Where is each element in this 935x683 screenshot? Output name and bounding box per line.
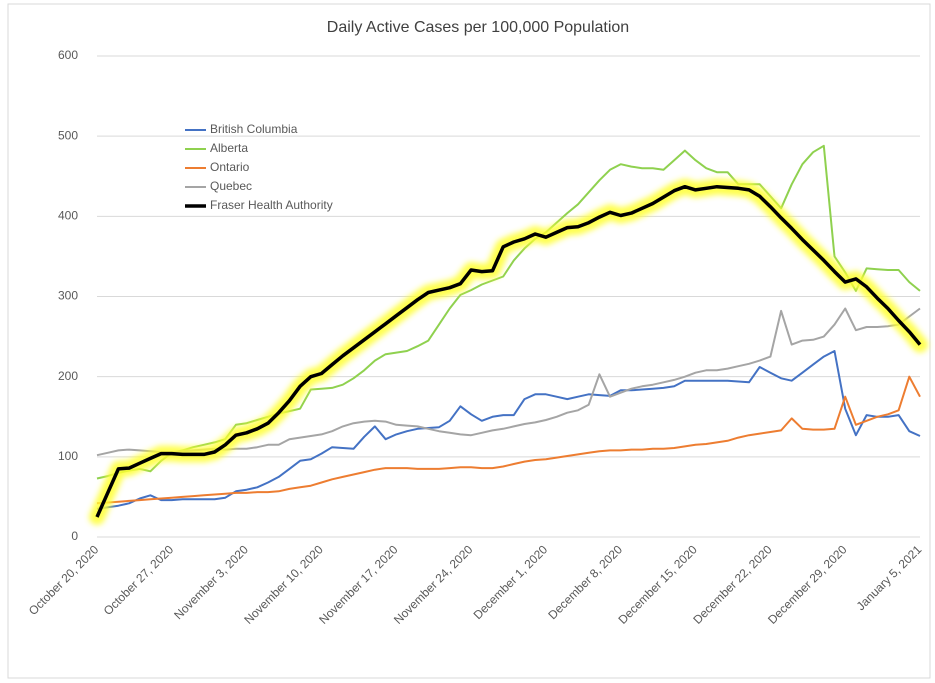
y-tick-label: 400 — [58, 209, 78, 223]
legend: British Columbia Alberta Ontario Quebec Fras… — [185, 122, 333, 212]
y-tick-label: 0 — [71, 529, 78, 543]
series-line — [96, 144, 921, 480]
chart-border — [7, 3, 931, 679]
legend-label: Quebec — [210, 179, 252, 193]
legend-label: Ontario — [210, 160, 250, 174]
legend-label: Alberta — [210, 141, 248, 155]
series-line — [96, 375, 921, 505]
series-line — [96, 307, 921, 457]
series-line — [95, 184, 922, 518]
plot-area — [89, 144, 928, 525]
legend-label: British Columbia — [210, 122, 298, 136]
y-tick-label: 300 — [58, 289, 78, 303]
legend-label: Fraser Health Authority — [210, 198, 333, 212]
y-tick-label: 500 — [58, 128, 78, 142]
chart-title: Daily Active Cases per 100,000 Populatio… — [327, 19, 629, 36]
grid — [97, 55, 920, 538]
y-tick-label: 100 — [58, 449, 78, 463]
y-tick-label: 600 — [58, 48, 78, 62]
y-tick-label: 200 — [58, 369, 78, 383]
